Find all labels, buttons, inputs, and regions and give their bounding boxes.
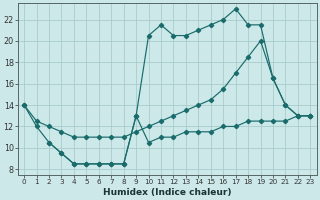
X-axis label: Humidex (Indice chaleur): Humidex (Indice chaleur): [103, 188, 231, 197]
